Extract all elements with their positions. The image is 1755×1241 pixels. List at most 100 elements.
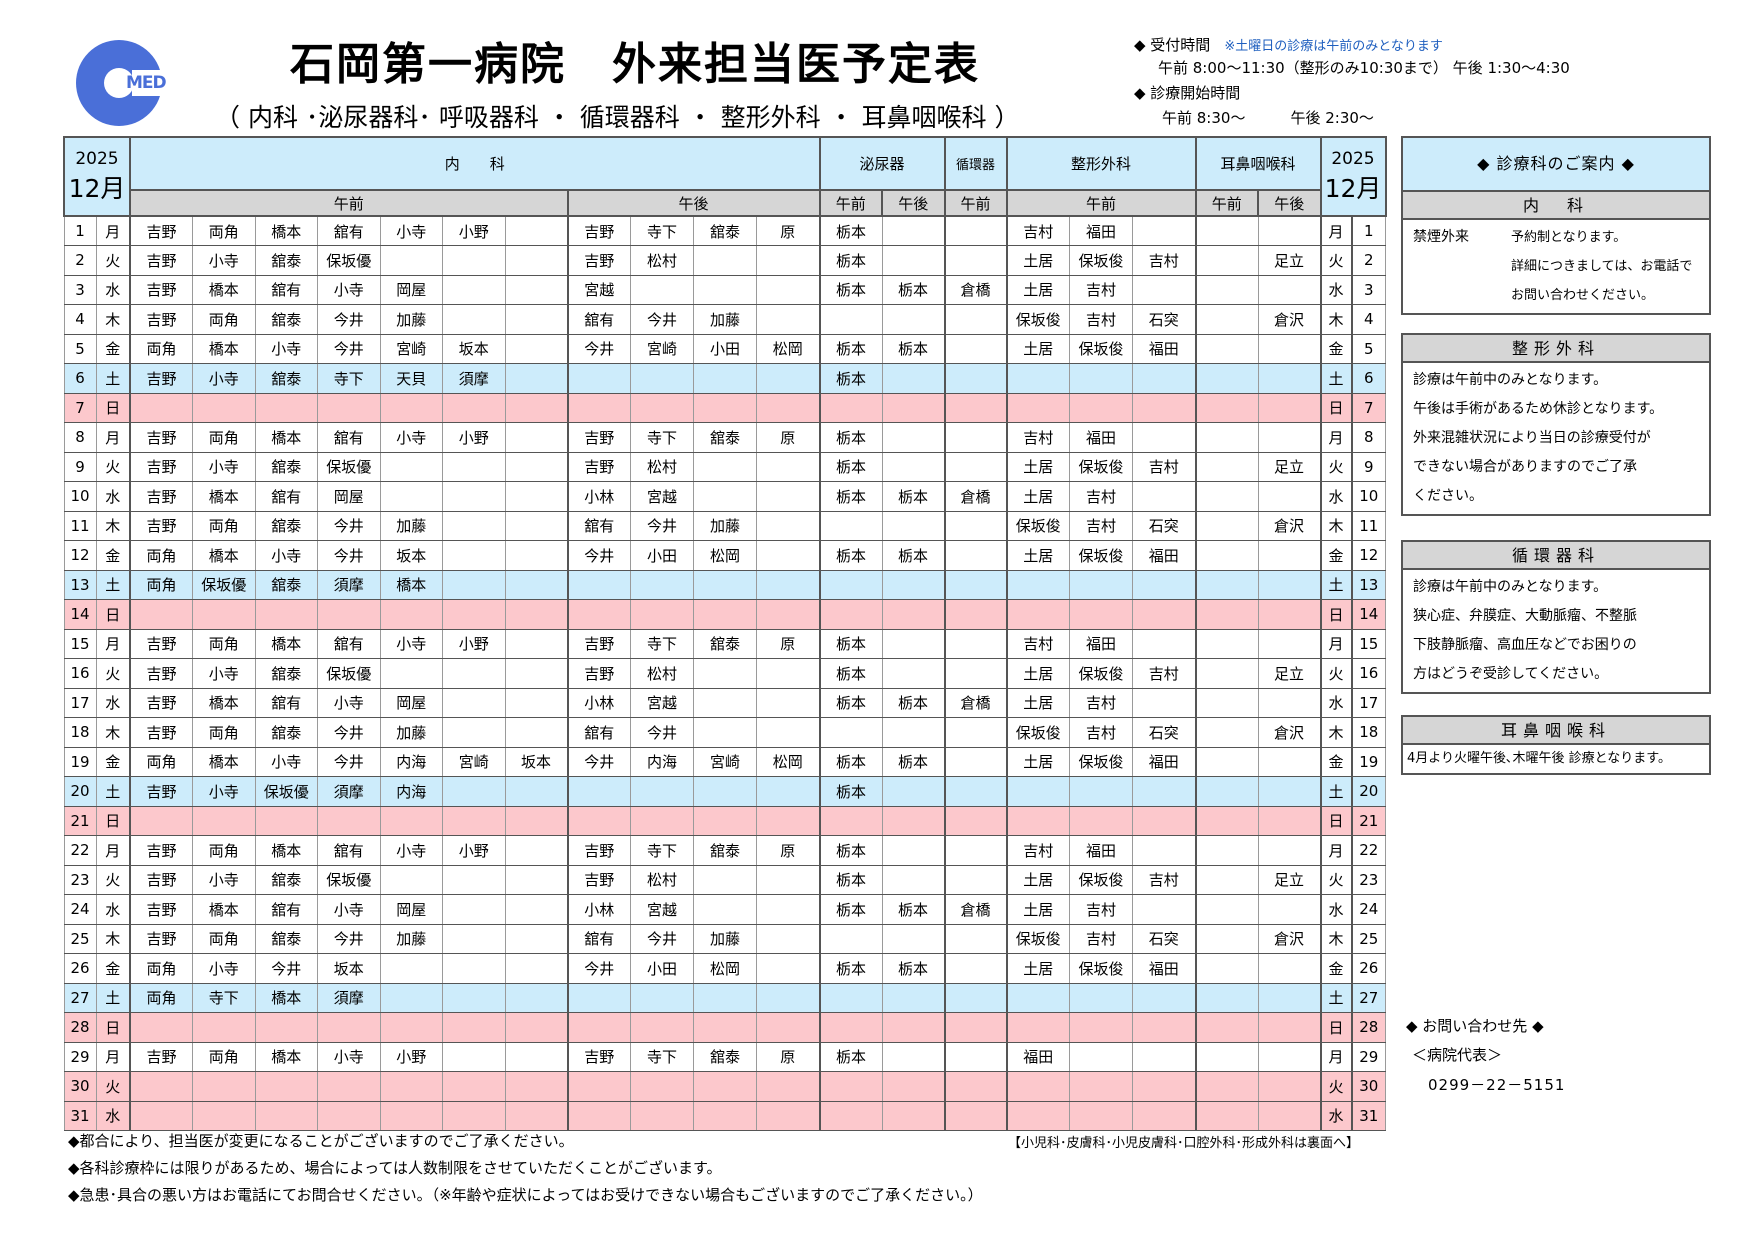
doctor-cell: 橋本: [192, 540, 256, 571]
ent-line: 4月より火曜午後､木曜午後 診療となります。: [1407, 751, 1671, 766]
doctor-cell: [504, 599, 569, 630]
schedule-row: 31 水水 31: [63, 1100, 1386, 1131]
start-times: 午前 8:30～ 午後 2:30～: [1162, 109, 1374, 127]
doctor-cell: 保坂俊: [1069, 658, 1133, 689]
doctor-cell: 宮越: [567, 274, 631, 305]
doctor-cell: [630, 1100, 694, 1131]
doctor-cell: [756, 658, 821, 689]
date-cell: 8: [63, 422, 97, 453]
weekday-cell: 月: [1320, 1041, 1353, 1072]
naika-guide-box: ◆ 診療科のご案内 ◆ 内 科 禁煙外来 予約制となります。 詳細につきましては…: [1401, 136, 1711, 315]
date-cell: 2: [63, 245, 97, 276]
weekday-cell: 火: [95, 451, 131, 482]
doctor-cell: [504, 422, 569, 453]
schedule-row: 21 日日 21: [63, 805, 1386, 836]
doctor-cell: 足立: [1257, 451, 1322, 482]
doctor-cell: [756, 245, 821, 276]
footer-note: ◆各科診療枠には限りがあるため、場合によっては人数制限をさせていただくことがござ…: [68, 1159, 722, 1177]
doctor-cell: [756, 982, 821, 1013]
doctor-cell: [756, 805, 821, 836]
schedule-row: 1 月吉野 両角 橋本 舘有 小寺 小野 吉野 寺下 舘泰原栃本 吉村 福田月 1: [63, 215, 1386, 246]
doctor-cell: [1132, 982, 1197, 1013]
doctor-cell: [1257, 481, 1322, 512]
doctor-cell: 吉野: [567, 215, 631, 246]
schedule-row: 28 日日 28: [63, 1012, 1386, 1043]
doctor-cell: [442, 687, 506, 718]
doctor-cell: [756, 717, 821, 748]
doctor-cell: 須摩: [317, 776, 381, 807]
doctor-cell: [756, 274, 821, 305]
doctor-cell: [756, 1012, 821, 1043]
doctor-cell: 栃本: [819, 687, 883, 718]
doctor-cell: [1195, 363, 1259, 394]
doctor-cell: [1195, 894, 1259, 925]
weekday-cell: 土: [1320, 569, 1353, 600]
doctor-cell: [1257, 982, 1322, 1013]
doctor-cell: 小寺: [379, 628, 443, 659]
doctor-cell: [693, 1100, 757, 1131]
doctor-cell: 舘有: [317, 215, 381, 246]
doctor-cell: 舘泰: [254, 304, 318, 335]
doctor-cell: 両角: [129, 746, 193, 777]
doctor-cell: 吉野: [129, 628, 193, 659]
doctor-cell: [1195, 746, 1259, 777]
doctor-cell: 小寺: [192, 363, 256, 394]
date-cell: 4: [63, 304, 97, 335]
doctor-cell: 坂本: [317, 953, 381, 984]
doctor-cell: [504, 569, 569, 600]
weekday-cell: 日: [1320, 392, 1353, 423]
doctor-cell: 両角: [129, 982, 193, 1013]
doctor-cell: [944, 776, 1008, 807]
doctor-cell: [881, 304, 946, 335]
doctor-cell: [1006, 599, 1070, 630]
date-cell: 28: [1351, 1012, 1386, 1043]
doctor-cell: [693, 776, 757, 807]
doctor-cell: 栃本: [819, 451, 883, 482]
date-cell: 25: [1351, 923, 1386, 954]
weekday-cell: 水: [1320, 274, 1353, 305]
doctor-cell: 保坂優: [317, 864, 381, 895]
date-cell: 9: [63, 451, 97, 482]
schedule-row: 16 火吉野 小寺 舘泰 保坂優 吉野 松村 栃本 土居 保坂俊 吉村 足立火 16: [63, 658, 1386, 689]
doctor-cell: 橋本: [192, 746, 256, 777]
doctor-cell: 栃本: [819, 628, 883, 659]
doctor-cell: 福田: [1132, 333, 1197, 364]
doctor-cell: 内海: [379, 746, 443, 777]
footer-note: ◆急患･具合の悪い方はお電話にてお問合せください。（※年齢や症状によってはお受け…: [68, 1186, 983, 1204]
orthopedics-line: できない場合がありますのでご了承: [1413, 459, 1637, 475]
weekday-cell: 金: [95, 953, 131, 984]
doctor-cell: 吉野: [567, 628, 631, 659]
doctor-cell: [504, 717, 569, 748]
doctor-cell: [192, 1100, 256, 1131]
doctor-cell: 橋本: [254, 422, 318, 453]
weekday-cell: 土: [1320, 776, 1353, 807]
doctor-cell: [1132, 1100, 1197, 1131]
doctor-cell: 吉野: [567, 245, 631, 276]
weekday-cell: 木: [95, 304, 131, 335]
doctor-cell: 小野: [442, 835, 506, 866]
contact-phone[interactable]: 0299－22－5151: [1428, 1076, 1566, 1094]
doctor-cell: 倉沢: [1257, 304, 1322, 335]
doctor-cell: [1132, 628, 1197, 659]
doctor-cell: 吉村: [1069, 304, 1133, 335]
doctor-cell: [442, 1100, 506, 1131]
doctor-cell: [379, 451, 443, 482]
doctor-cell: [379, 599, 443, 630]
doctor-cell: [567, 982, 631, 1013]
page-title: 石岡第一病院 外来担当医予定表: [290, 39, 980, 90]
doctor-cell: 今井: [317, 717, 381, 748]
date-cell: 29: [63, 1041, 97, 1072]
doctor-cell: [944, 953, 1008, 984]
doctor-cell: 土居: [1006, 864, 1070, 895]
doctor-cell: 小寺: [379, 835, 443, 866]
doctor-cell: [1257, 540, 1322, 571]
reception-label: ◆ 受付時間: [1134, 36, 1211, 54]
weekday-cell: 木: [1320, 717, 1353, 748]
doctor-cell: [1195, 304, 1259, 335]
doctor-cell: 小野: [442, 628, 506, 659]
doctor-cell: 小林: [567, 481, 631, 512]
doctor-cell: 吉野: [129, 451, 193, 482]
doctor-cell: [881, 982, 946, 1013]
doctor-cell: [442, 894, 506, 925]
doctor-cell: 土居: [1006, 274, 1070, 305]
